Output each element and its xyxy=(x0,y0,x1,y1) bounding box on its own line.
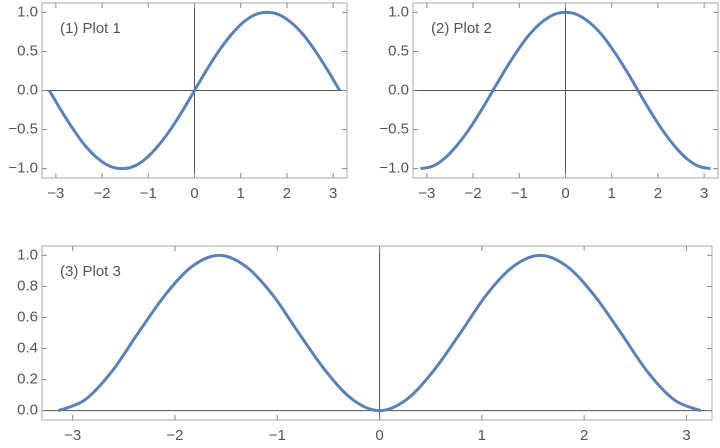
x-tick-label: −1 xyxy=(140,185,157,202)
plot-title: (2) Plot 2 xyxy=(431,20,492,37)
y-tick-label: 0.8 xyxy=(17,277,38,294)
x-tick-label: 0 xyxy=(561,185,569,202)
y-tick-label: 0.2 xyxy=(17,371,38,388)
plot-title: (3) Plot 3 xyxy=(60,263,121,280)
x-tick-label: 3 xyxy=(329,185,337,202)
x-tick-label: 2 xyxy=(580,427,588,444)
line xyxy=(48,10,341,171)
x-tick-label: 2 xyxy=(654,185,662,202)
x-tick-label: −3 xyxy=(47,185,64,202)
x-tick-label: −3 xyxy=(64,427,81,444)
y-tick-label: 1.0 xyxy=(17,3,38,20)
y-tick-label: 1.0 xyxy=(388,3,409,20)
x-tick-label: 2 xyxy=(283,185,291,202)
y-tick-label: −1.0 xyxy=(379,160,409,177)
x-tick-label: −2 xyxy=(166,427,183,444)
y-tick-label: 0.0 xyxy=(388,81,409,98)
x-tick-label: 1 xyxy=(608,185,616,202)
x-tick-label: 1 xyxy=(478,427,486,444)
x-tick-label: 1 xyxy=(237,185,245,202)
x-tick-label: −1 xyxy=(511,185,528,202)
y-tick-label: 0.0 xyxy=(17,402,38,419)
y-tick-label: 1.0 xyxy=(17,246,38,263)
plot-title: (1) Plot 1 xyxy=(60,20,121,37)
y-tick-label: 0.6 xyxy=(17,308,38,325)
y-tick-label: 0.0 xyxy=(17,81,38,98)
x-tick-label: −3 xyxy=(418,185,435,202)
y-tick-label: −0.5 xyxy=(379,121,409,138)
x-tick-label: −2 xyxy=(94,185,111,202)
x-tick-label: 0 xyxy=(375,427,383,444)
y-tick-label: 0.5 xyxy=(17,42,38,59)
x-tick-label: 3 xyxy=(700,185,708,202)
line xyxy=(420,10,711,171)
x-tick-label: −1 xyxy=(269,427,286,444)
y-tick-label: 0.5 xyxy=(388,42,409,59)
y-tick-label: 0.4 xyxy=(17,340,38,357)
y-tick-label: −0.5 xyxy=(8,121,38,138)
y-tick-label: −1.0 xyxy=(8,160,38,177)
plot-frame xyxy=(41,245,713,421)
x-tick-label: −2 xyxy=(465,185,482,202)
line xyxy=(57,253,702,413)
x-tick-label: 3 xyxy=(682,427,690,444)
x-tick-label: 0 xyxy=(190,185,198,202)
